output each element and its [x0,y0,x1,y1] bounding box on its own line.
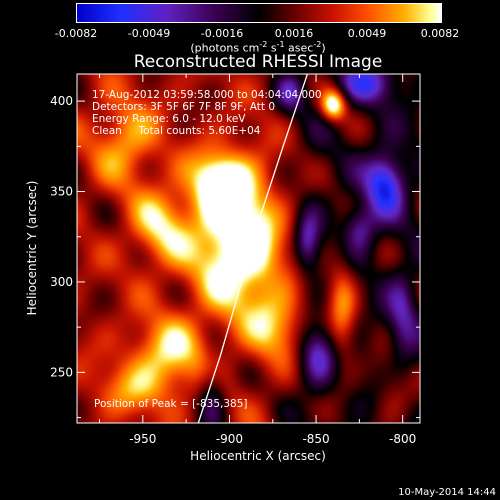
colorbar-tick-label: -0.0082 [54,27,98,40]
y-axis-label: Heliocentric Y (arcsec) [25,181,39,316]
colorbar [76,3,442,23]
colorbar-units: (photons cm-2 s-1 asec-2) [190,40,326,55]
plot-frame [76,73,421,424]
x-tick-label: -800 [389,432,416,446]
footer-date: 10-May-2014 14:44 [398,487,496,498]
solar-limb-curve [197,74,309,423]
colorbar-gradient [77,4,441,22]
x-tick-label: -950 [129,432,156,446]
heatmap-image [77,74,420,423]
x-tick-label: -900 [216,432,243,446]
y-tick-label: 350 [50,185,73,199]
axis-ticks [77,74,420,423]
annotation-peak: Position of Peak = [-835,385] [94,398,248,410]
annotation-energy: Energy Range: 6.0 - 12.0 keV [92,113,246,125]
colorbar-tick-label: -0.0016 [200,27,244,40]
colorbar-tick-label: 0.0016 [274,27,314,40]
annotation-counts: Clean Total counts: 5.60E+04 [92,125,261,137]
colorbar-tick-label: 0.0049 [347,27,387,40]
x-tick-label: -850 [302,432,329,446]
annotation-time: 17-Aug-2012 03:59:58.000 to 04:04:04.000 [92,89,322,101]
colorbar-tick-label: 0.0082 [420,27,460,40]
y-tick-label: 300 [50,275,73,289]
colorbar-tick-label: -0.0049 [127,27,171,40]
annotation-detectors: Detectors: 3F 5F 6F 7F 8F 9F, Att 0 [92,101,275,113]
x-axis-label: Heliocentric X (arcsec) [190,449,326,463]
y-tick-label: 250 [50,365,73,379]
y-tick-label: 400 [50,94,73,108]
chart-title: Reconstructed RHESSI Image [133,52,383,72]
